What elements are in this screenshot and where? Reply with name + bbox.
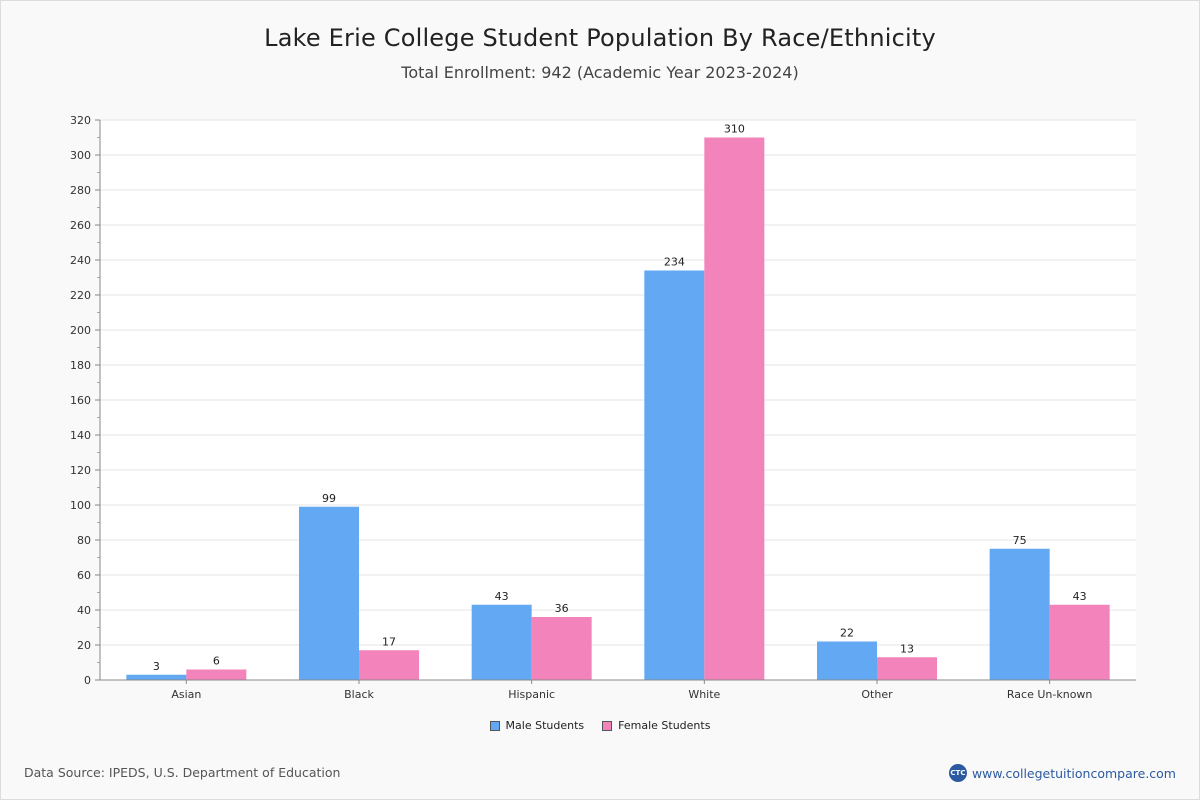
brand-link[interactable]: CTC www.collegetuitioncompare.com — [948, 764, 1176, 782]
y-tick-label: 140 — [70, 429, 91, 442]
bar-female — [531, 617, 592, 680]
data-label-male: 234 — [664, 256, 685, 269]
legend-label-male: Male Students — [505, 719, 585, 732]
bar-male — [817, 641, 877, 680]
bars — [126, 137, 1110, 680]
bar-female — [877, 657, 937, 680]
y-tick-label: 160 — [70, 394, 91, 407]
chart-subtitle: Total Enrollment: 942 (Academic Year 202… — [401, 63, 799, 82]
legend-item-female[interactable]: Female Students — [602, 719, 710, 732]
x-tick-label: Asian — [171, 688, 201, 701]
data-label-female: 310 — [724, 123, 745, 136]
data-label-male: 99 — [322, 492, 336, 505]
x-tick-label: White — [688, 688, 720, 701]
data-label-female: 6 — [213, 655, 220, 668]
labels: 0 20 40 60 80 100 120 140 160 180 200 220 240 260 280 3… — [70, 114, 1092, 701]
y-tick-label: 300 — [70, 149, 91, 162]
y-tick-label: 0 — [84, 674, 91, 687]
chart-title: Lake Erie College Student Population By … — [264, 24, 936, 52]
x-tick-label: Other — [861, 688, 893, 701]
y-tick-label: 200 — [70, 324, 91, 337]
bar-female — [186, 669, 247, 680]
legend-swatch-female — [602, 720, 613, 731]
data-label-female: 17 — [382, 635, 396, 648]
data-label-male: 3 — [153, 660, 160, 673]
bar-male — [299, 506, 359, 680]
brand-url: www.collegetuitioncompare.com — [971, 765, 1176, 781]
x-tick-label: Race Un-known — [1007, 688, 1093, 701]
y-tick-label: 240 — [70, 254, 91, 267]
x-tick-label: Hispanic — [508, 688, 555, 701]
brand-logo-icon: CTC — [948, 764, 967, 782]
data-label-female: 36 — [555, 602, 569, 615]
y-tick-label: 100 — [70, 499, 91, 512]
bar-male — [989, 548, 1050, 680]
gridlines — [100, 119, 1136, 646]
y-tick-label: 20 — [77, 639, 91, 652]
x-tick-label: Black — [344, 688, 374, 701]
y-tick-label: 280 — [70, 184, 91, 197]
y-tick-label: 60 — [77, 569, 91, 582]
bar-female — [359, 650, 419, 680]
y-tick-label: 220 — [70, 289, 91, 302]
y-tick-label: 120 — [70, 464, 91, 477]
legend-label-female: Female Students — [618, 719, 711, 732]
y-tick-label: 180 — [70, 359, 91, 372]
y-tick-label: 260 — [70, 219, 91, 232]
data-source: Data Source: IPEDS, U.S. Department of E… — [24, 765, 341, 780]
bar-male — [126, 674, 187, 680]
data-label-female: 13 — [900, 642, 914, 655]
data-label-male: 75 — [1013, 534, 1027, 547]
y-tick-label: 80 — [77, 534, 91, 547]
bar-female — [1049, 604, 1110, 680]
y-tick-label: 40 — [77, 604, 91, 617]
legend-swatch-male — [489, 720, 500, 731]
data-label-male: 22 — [840, 627, 854, 640]
data-label-male: 43 — [495, 590, 509, 603]
y-tick-label: 320 — [70, 114, 91, 127]
bar-male — [644, 270, 705, 680]
legend: Male Students Female Students — [0, 719, 1200, 732]
data-label-female: 43 — [1073, 590, 1087, 603]
bar-male — [471, 604, 532, 680]
axes — [95, 119, 1136, 684]
bar-female — [704, 137, 765, 680]
legend-item-male[interactable]: Male Students — [489, 719, 585, 732]
